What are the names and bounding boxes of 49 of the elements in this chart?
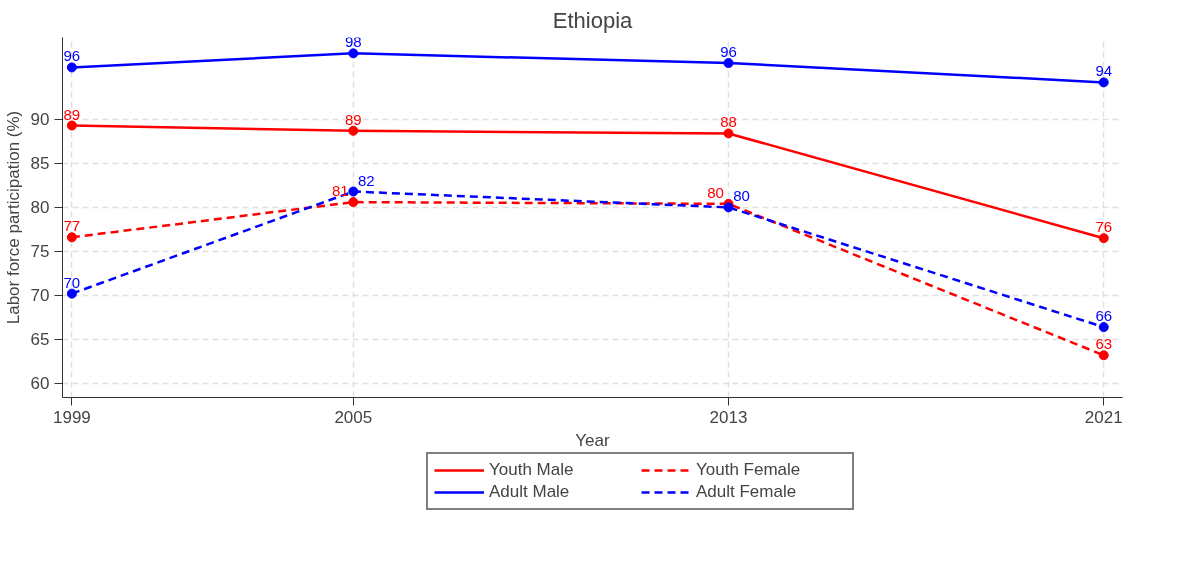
legend-label: Youth Male [489, 460, 575, 480]
data-label: 82 [357, 171, 375, 189]
point [348, 186, 359, 197]
y-tick-label: 85 [30, 154, 50, 174]
x-tick-label: 2013 [709, 407, 748, 427]
data-label: 77 [63, 217, 81, 235]
y-tick-label: 65 [30, 330, 50, 350]
x-tick-label: 1999 [52, 407, 91, 427]
data-label: 89 [344, 110, 362, 128]
y-tick-label: 80 [30, 198, 50, 218]
point [66, 62, 77, 73]
point [348, 125, 359, 136]
data-label: 98 [344, 33, 362, 51]
x-tick-label: 2021 [1084, 407, 1123, 427]
point [348, 197, 359, 208]
y-tick-label: 60 [30, 374, 50, 394]
y-axis-title: Labor force participation (%) [3, 110, 23, 325]
point [723, 128, 734, 139]
legend-label: Youth Female [696, 460, 802, 480]
point [1098, 233, 1109, 244]
data-label: 80 [733, 187, 750, 205]
legend-label: Adult Male [489, 482, 571, 502]
data-label: 89 [63, 105, 81, 123]
data-label: 76 [1095, 218, 1113, 236]
data-label: 88 [720, 113, 737, 131]
data-label: 80 [707, 183, 724, 201]
data-label: 81 [331, 182, 349, 200]
chart-title: Ethiopia [552, 7, 634, 33]
y-tick-label: 70 [30, 286, 50, 306]
point [723, 58, 734, 69]
point [348, 48, 359, 59]
point [1098, 77, 1109, 88]
data-label: 63 [1095, 335, 1113, 353]
data-label: 96 [63, 47, 81, 65]
point [66, 232, 77, 243]
data-label: 70 [63, 273, 81, 291]
y-tick-label: 90 [30, 110, 50, 130]
x-axis-title: Year [575, 430, 611, 450]
x-tick-label: 2005 [334, 407, 373, 427]
point [1098, 350, 1109, 361]
data-label: 96 [720, 43, 737, 61]
legend-label: Adult Female [696, 482, 798, 502]
point [66, 288, 77, 299]
point [1098, 322, 1109, 333]
point [723, 202, 734, 213]
point [66, 120, 77, 131]
data-label: 66 [1095, 307, 1113, 325]
y-tick-label: 75 [30, 242, 50, 262]
data-label: 94 [1095, 62, 1113, 80]
